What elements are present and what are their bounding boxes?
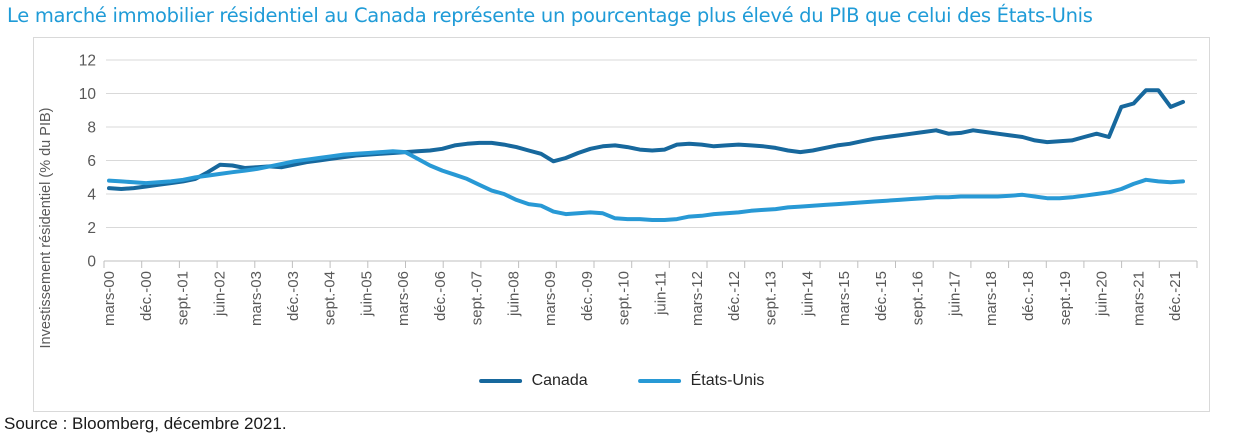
svg-text:mars-18: mars-18 (983, 271, 1000, 326)
svg-text:sept.-16: sept.-16 (910, 271, 927, 325)
svg-text:déc.-03: déc.-03 (285, 271, 302, 321)
svg-text:sept.-07: sept.-07 (469, 271, 486, 325)
svg-text:sept.-10: sept.-10 (616, 271, 633, 325)
svg-text:sept.-13: sept.-13 (763, 271, 780, 325)
etats-unis-line-swatch (637, 378, 681, 384)
svg-text:juin-02: juin-02 (211, 271, 228, 317)
svg-text:mars-03: mars-03 (248, 271, 265, 326)
svg-text:déc.-18: déc.-18 (1020, 271, 1037, 321)
svg-text:déc.-00: déc.-00 (138, 271, 155, 321)
svg-text:mars-06: mars-06 (395, 271, 412, 326)
svg-text:juin-11: juin-11 (652, 271, 669, 316)
chart-frame: 0 2 4 6 8 10 12 mars-00 déc.-00 sept.-01 juin-02 ma… (33, 37, 1210, 412)
svg-text:juin-08: juin-08 (505, 271, 522, 317)
svg-text:mars-00: mars-00 (101, 271, 118, 326)
plot-svg: 0 2 4 6 8 10 12 mars-00 déc.-00 sept.-01 juin-02 ma… (79, 53, 1198, 326)
svg-text:juin-14: juin-14 (799, 271, 816, 317)
canada-line-swatch (478, 378, 522, 384)
svg-text:6: 6 (87, 153, 96, 170)
svg-text:sept.-04: sept.-04 (322, 271, 339, 325)
y-axis-label: Investissement résidentiel (% du PIB) (38, 107, 54, 349)
svg-text:mars-21: mars-21 (1130, 271, 1147, 326)
legend: Canada États-Unis (478, 372, 765, 390)
chart-title: Le marché immobilier résidentiel au Cana… (7, 4, 1093, 27)
source-note: Source : Bloomberg, décembre 2021. (4, 414, 287, 433)
svg-text:mars-12: mars-12 (689, 271, 706, 326)
svg-text:8: 8 (87, 120, 96, 137)
legend-label-etats-unis: États-Unis (690, 372, 765, 389)
svg-text:2: 2 (87, 220, 96, 237)
svg-text:0: 0 (87, 254, 96, 271)
svg-text:déc.-21: déc.-21 (1167, 271, 1184, 321)
svg-text:mars-15: mars-15 (836, 271, 853, 326)
svg-text:juin-20: juin-20 (1094, 271, 1111, 317)
svg-text:4: 4 (87, 187, 96, 204)
svg-text:sept.-01: sept.-01 (175, 271, 192, 325)
legend-item-canada: Canada (478, 372, 588, 390)
svg-text:mars-09: mars-09 (542, 271, 559, 326)
svg-text:juin-05: juin-05 (358, 271, 375, 317)
svg-text:déc.-06: déc.-06 (432, 271, 449, 321)
legend-item-etats-unis: États-Unis (637, 372, 765, 390)
svg-text:12: 12 (79, 53, 96, 70)
svg-text:10: 10 (79, 86, 97, 103)
svg-text:déc.-15: déc.-15 (873, 271, 890, 321)
svg-text:déc.-09: déc.-09 (579, 271, 596, 321)
legend-label-canada: Canada (531, 372, 588, 389)
svg-text:déc.-12: déc.-12 (726, 271, 743, 321)
svg-text:sept.-19: sept.-19 (1057, 271, 1074, 325)
svg-text:juin-17: juin-17 (947, 271, 964, 317)
